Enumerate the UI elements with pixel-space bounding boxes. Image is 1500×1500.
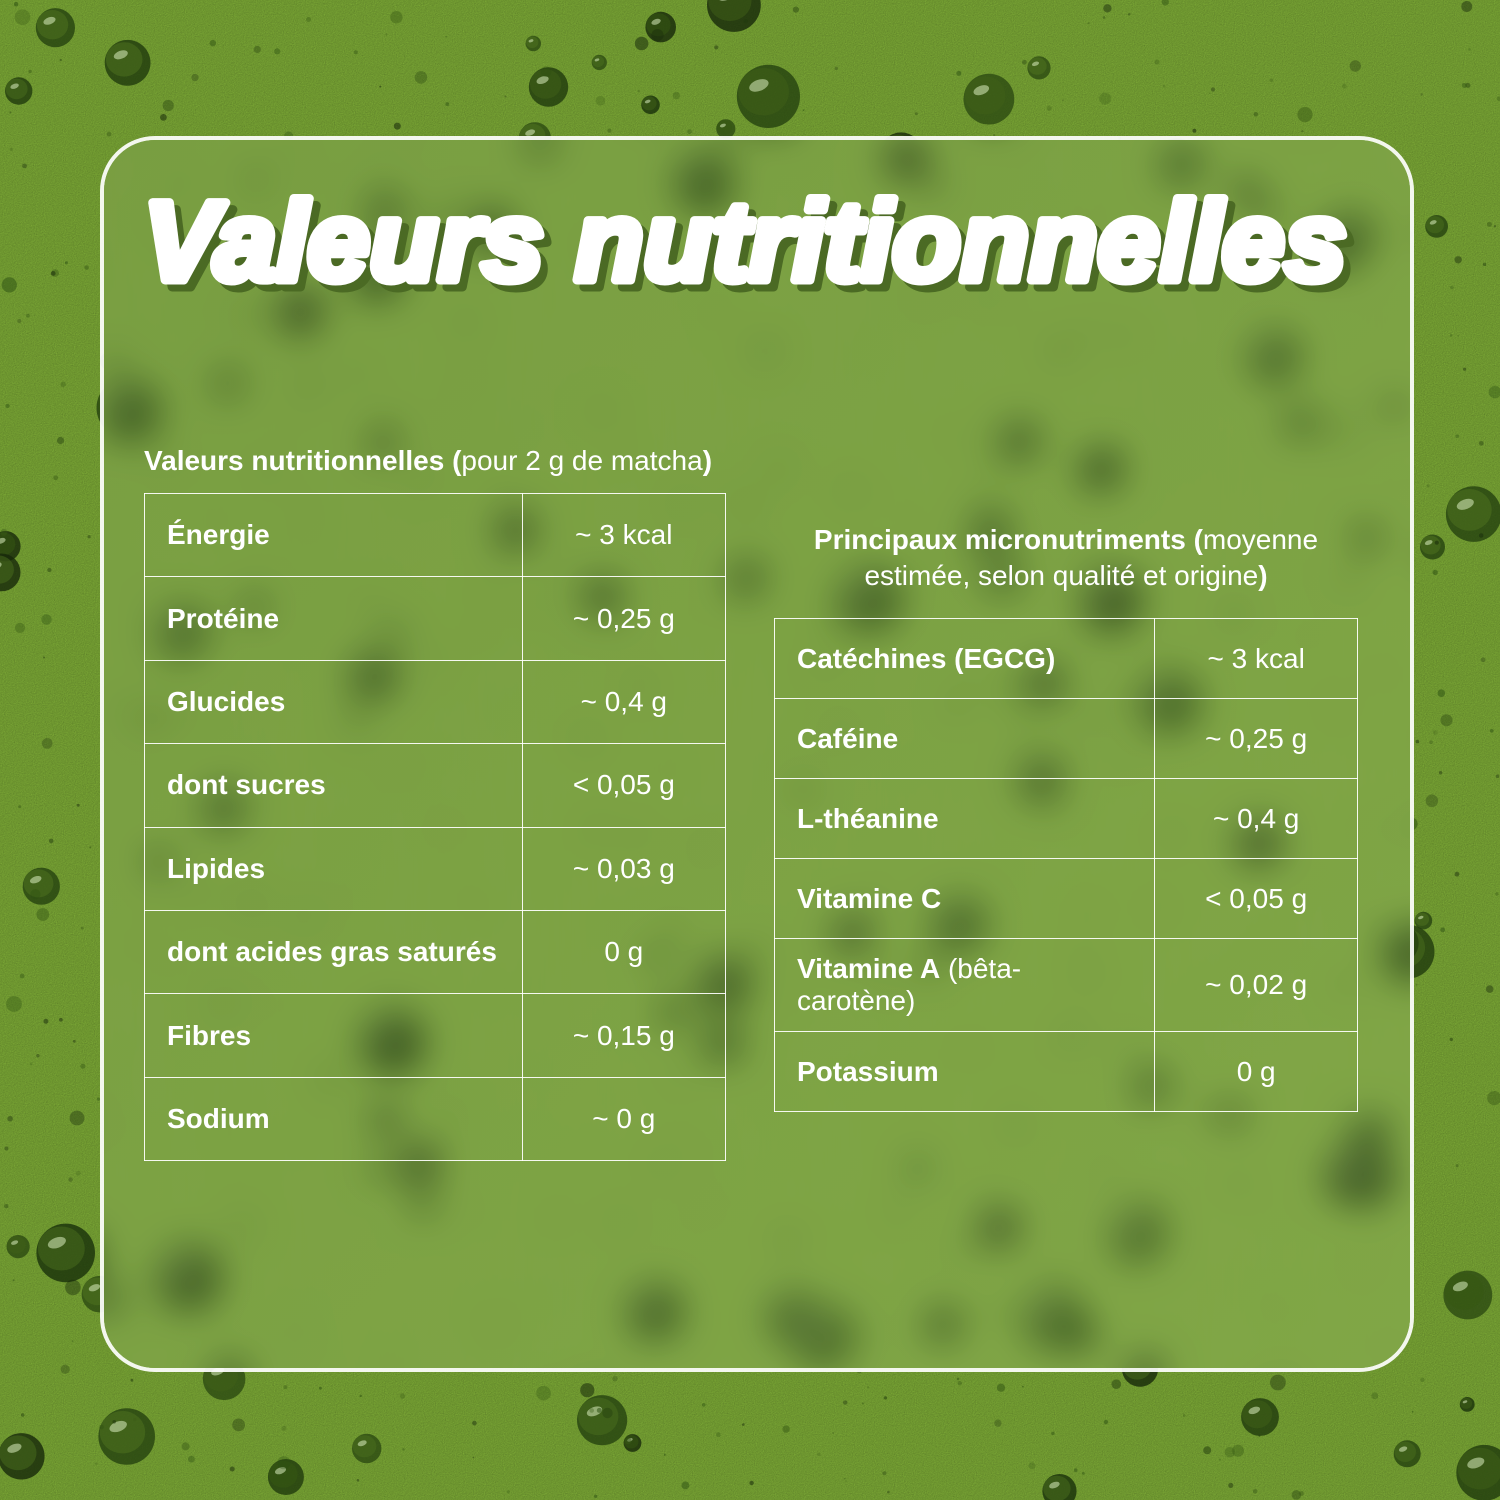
svg-text:Valeurs nutritionnelles: Valeurs nutritionnelles (143, 179, 1346, 304)
